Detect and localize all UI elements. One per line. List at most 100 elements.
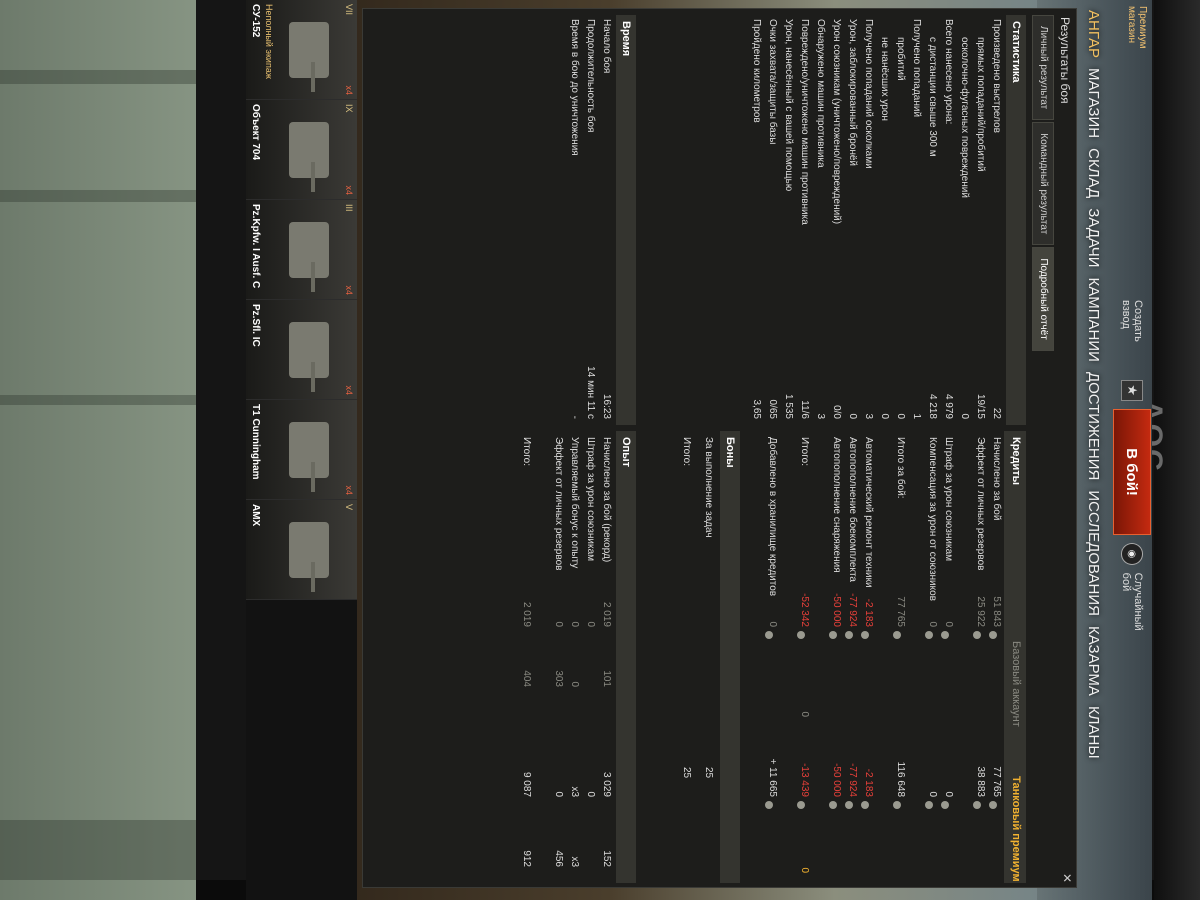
credit-premium-value: 0: [927, 791, 938, 797]
time-label: Время в бою до уничтожения: [569, 19, 580, 156]
menu-research[interactable]: ИССЛЕДОВАНИЯ: [1085, 490, 1103, 616]
battle-mode-icon[interactable]: ◉: [1121, 543, 1143, 565]
platoon-star-icon[interactable]: ★: [1121, 379, 1143, 401]
xp-heading: Опыт: [616, 431, 636, 883]
stat-label: Урон, нанесённый с вашей помощью: [783, 19, 794, 192]
vehicle-carousel: VII x4 Неполный экипаж СУ-152 IX x4 Объект 704…: [246, 0, 357, 900]
battle-results-window: Результаты боя ✕ Личный результат Команд…: [362, 8, 1077, 888]
vehicle-name: AMX: [250, 504, 261, 527]
stat-label: Обнаружено машин противника: [815, 19, 826, 168]
credit-icon-wrap: [843, 798, 854, 809]
stats-heading: Статистика: [1006, 15, 1026, 425]
credit-icon-wrap: [843, 628, 854, 639]
vehicle-card[interactable]: III x4 Pz.Kpfw. I Ausf. C: [246, 200, 357, 300]
bonds-list: За выполнение задач 25 Итого: 25: [670, 437, 714, 877]
vehicle-name: T1 Cunningham: [250, 404, 261, 480]
vehicle-crew-status: Неполный экипаж: [264, 4, 274, 79]
xp-label: Управляемый бонус к опыту: [569, 437, 580, 569]
credit-icon: [924, 801, 933, 809]
credit-icon-wrap: [827, 798, 838, 809]
credit-icon-wrap: [923, 798, 934, 809]
credit-premium-value: -13 439: [799, 763, 810, 797]
bond-value: 25: [703, 767, 714, 779]
xp-label: Начислено за бой (рекорд): [601, 437, 612, 563]
credit-row: [954, 437, 970, 877]
xp-row: [532, 437, 548, 877]
stat-row: Всего нанесено урона: 4 979: [938, 19, 954, 419]
credit-basic-value: 51 843: [991, 596, 1002, 627]
tank-icon: [289, 322, 329, 378]
credit-icon-wrap: [763, 798, 774, 809]
menu-achievements[interactable]: ДОСТИЖЕНИЯ: [1085, 371, 1103, 481]
menu-clans[interactable]: КЛАНЫ: [1085, 705, 1103, 759]
vehicle-name: Pz.Kpfw. I Ausf. C: [250, 204, 261, 289]
menu-hangar[interactable]: АНГАР: [1085, 10, 1103, 58]
stat-row: Урон, нанесённый с вашей помощью 1 535: [778, 19, 794, 419]
menu-campaigns[interactable]: КАМПАНИИ: [1085, 277, 1103, 362]
credit-row: Начислено за бой 51 843 77 765: [986, 437, 1002, 877]
credit-row: [874, 437, 890, 877]
xp-row: Управляемый бонус к опыту 0 0 x3 x3: [564, 437, 580, 877]
xp-label: Итого:: [521, 437, 532, 466]
xp-value: 2 019: [521, 601, 532, 627]
tab-personal[interactable]: Личный результат: [1032, 15, 1054, 121]
credit-icon: [892, 631, 901, 639]
xp-value: 2 019: [601, 601, 612, 627]
vehicle-card[interactable]: V AMX: [246, 500, 357, 600]
credit-icon-wrap: [939, 798, 950, 809]
time-value: 16:23: [601, 393, 612, 419]
tank-icon: [289, 222, 329, 278]
vehicle-tier: III: [344, 204, 354, 212]
vehicle-tier: VII: [344, 4, 354, 16]
bonds-heading: Боны: [720, 431, 740, 883]
xp-row: Начислено за бой (рекорд) 2 019 101 3 029 15…: [596, 437, 612, 877]
tank-icon: [289, 122, 329, 178]
stat-value: 1 535: [783, 393, 794, 419]
time-row: Время в бою до уничтожения -: [564, 19, 580, 419]
credit-row: [810, 437, 826, 877]
credit-icon: [972, 631, 981, 639]
menu-missions[interactable]: ЗАДАЧИ: [1085, 208, 1103, 268]
credit-icon: [844, 631, 853, 639]
credit-row: Штраф за урон союзникам 0 0: [938, 437, 954, 877]
credit-icon: [940, 631, 949, 639]
bond-row: За выполнение задач 25: [692, 437, 714, 877]
stat-label: Получено попаданий: [911, 19, 922, 118]
stat-label: Урон, заблокированный бронёй: [847, 19, 858, 167]
credit-row: Итого за бой: 77 765 116 648: [890, 437, 906, 877]
time-value: -: [569, 415, 580, 419]
stat-row: осколочно-фугасных повреждений 0: [954, 19, 970, 419]
results-tabs: Личный результат Командный результат Под…: [1032, 15, 1054, 351]
battle-button[interactable]: В бой!: [1113, 408, 1151, 536]
stat-row: Пройдено километров 3,65: [746, 19, 762, 419]
create-platoon-label[interactable]: Создать взвод: [1120, 300, 1144, 342]
vehicle-card[interactable]: x4 T1 Cunningham: [246, 400, 357, 500]
vehicle-name: Объект 704: [250, 104, 261, 161]
credit-icon: [940, 801, 949, 809]
menu-barracks[interactable]: КАЗАРМА: [1085, 625, 1103, 696]
stat-label: Получено попаданий осколками: [863, 19, 874, 169]
vehicle-card[interactable]: VII x4 Неполный экипаж СУ-152: [246, 0, 357, 100]
vehicle-multiplier: x4: [344, 85, 354, 95]
close-icon[interactable]: ✕: [1060, 872, 1074, 883]
menu-shop[interactable]: МАГАЗИН: [1085, 67, 1103, 139]
credit-basic-value: 77 765: [895, 596, 906, 627]
tab-detailed[interactable]: Подробный отчёт: [1032, 247, 1054, 351]
credits-heading: Кредиты Базовый аккаунт Танковый премиум: [1004, 431, 1026, 883]
premium-shop-link[interactable]: Премиум магазин: [1126, 6, 1148, 49]
credit-icon: [764, 631, 773, 639]
menu-depot[interactable]: СКЛАД: [1085, 148, 1103, 199]
xp-value: 0: [569, 621, 580, 627]
xp-value: 101: [601, 670, 612, 687]
credit-premium-value: -2 183: [863, 768, 874, 797]
credit-row: Эффект от личных резервов 25 922 38 883: [970, 437, 986, 877]
battle-mode-label[interactable]: Случайный бой: [1120, 572, 1144, 631]
credit-icon-wrap: [971, 798, 982, 809]
stat-row: Обнаружено машин противника 3: [810, 19, 826, 419]
xp-value: 404: [521, 670, 532, 687]
credit-icon: [828, 631, 837, 639]
vehicle-card[interactable]: IX x4 Объект 704: [246, 100, 357, 200]
vehicle-name: СУ-152: [250, 4, 261, 38]
vehicle-card[interactable]: x4 Pz.Sfl. IC: [246, 300, 357, 400]
tab-team[interactable]: Командный результат: [1032, 122, 1054, 246]
